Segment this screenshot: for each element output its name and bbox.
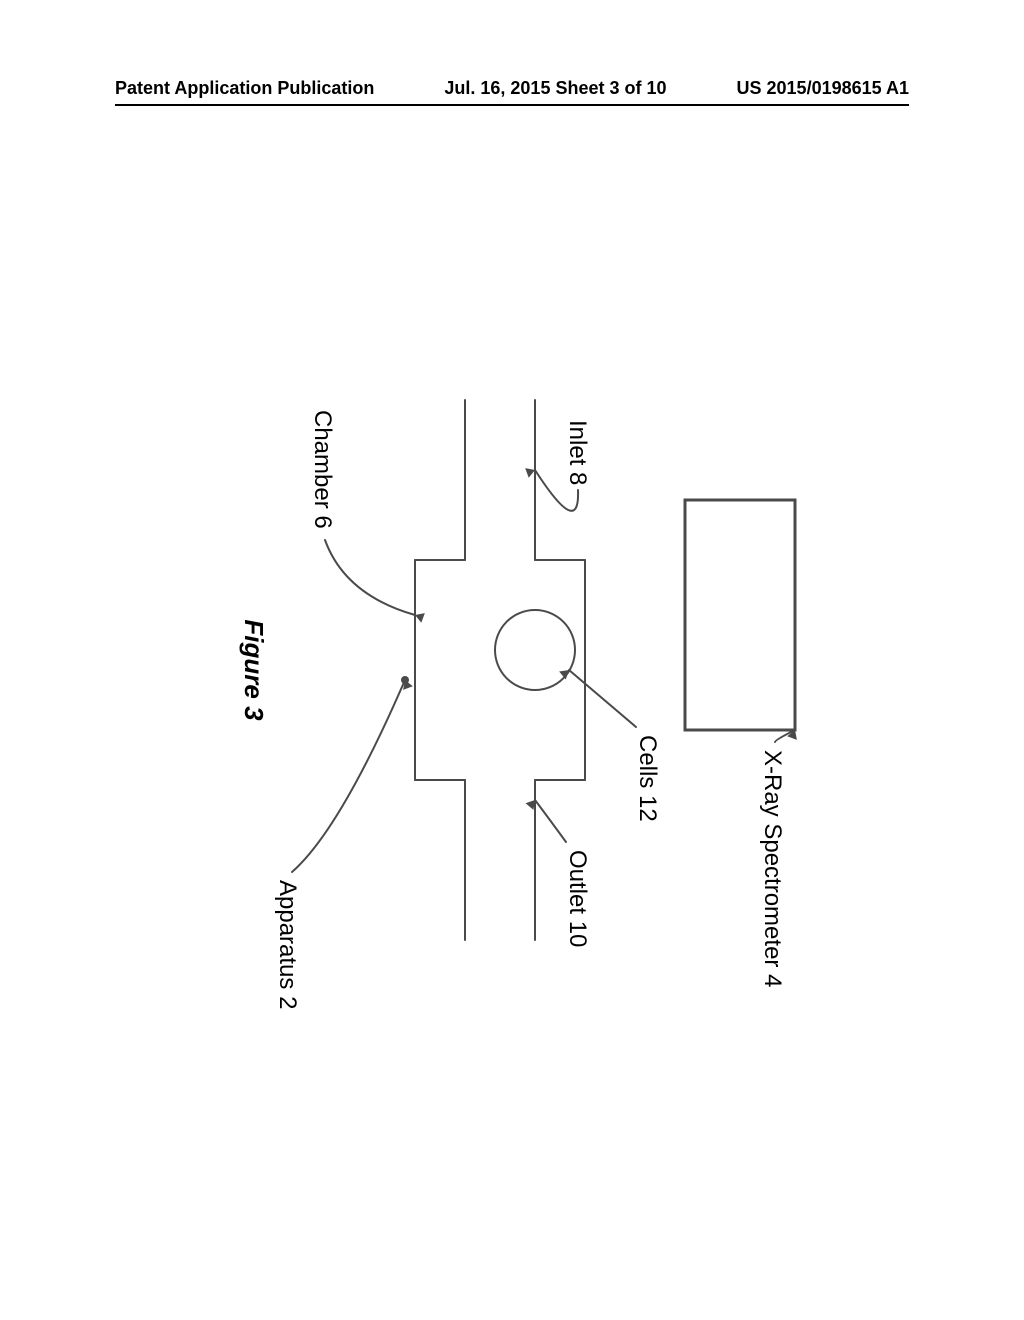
page: Patent Application Publication Jul. 16, … (0, 0, 1024, 1320)
svg-text:Apparatus 2: Apparatus 2 (274, 880, 301, 1009)
svg-text:Figure 3: Figure 3 (239, 619, 269, 721)
header-rule (115, 104, 909, 106)
svg-text:Outlet 10: Outlet 10 (564, 850, 591, 947)
svg-text:X-Ray Spectrometer 4: X-Ray Spectrometer 4 (759, 750, 786, 987)
figure-svg: X-Ray Spectrometer 4 Inlet 8 Outlet 10 Cell… (105, 320, 925, 1020)
header-right: US 2015/0198615 A1 (737, 78, 909, 99)
header-center: Jul. 16, 2015 Sheet 3 of 10 (444, 78, 666, 99)
page-header: Patent Application Publication Jul. 16, … (115, 78, 909, 99)
svg-text:Inlet 8: Inlet 8 (564, 420, 591, 485)
svg-text:Chamber 6: Chamber 6 (309, 410, 336, 529)
svg-text:Cells 12: Cells 12 (634, 735, 661, 822)
figure-container: X-Ray Spectrometer 4 Inlet 8 Outlet 10 Cell… (105, 320, 925, 1020)
header-left: Patent Application Publication (115, 78, 374, 99)
